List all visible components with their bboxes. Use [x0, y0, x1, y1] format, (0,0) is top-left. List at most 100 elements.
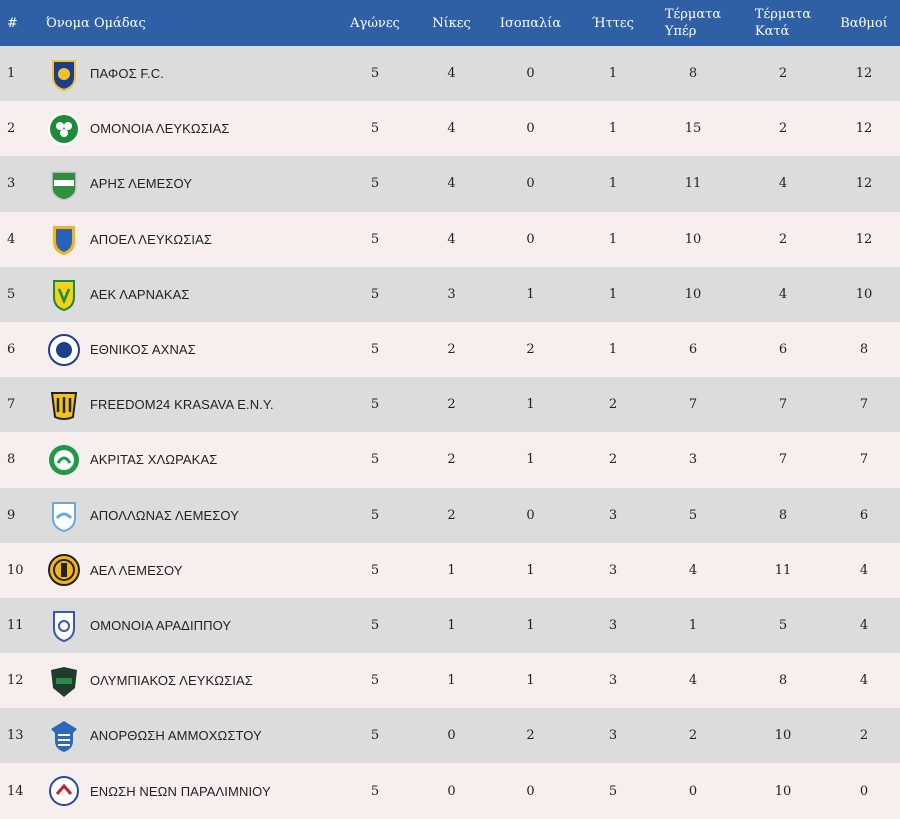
table-row[interactable]: 8 ΑΚΡΙΤΑΣ ΧΛΩΡΑΚΑΣ 5 2 1 2 3 7 7: [0, 432, 900, 488]
points-cell: 4: [859, 562, 869, 578]
team-name[interactable]: ΟΛΥΜΠΙΑΚΟΣ ΛΕΥΚΩΣΙΑΣ: [90, 673, 253, 689]
team-name[interactable]: ΑΕΚ ΛΑΡΝΑΚΑΣ: [90, 286, 190, 302]
table-row[interactable]: 2 ΟΜΟΝΟΙΑ ΛΕΥΚΩΣΙΑΣ 5 4 0 1 15 2 12: [0, 101, 900, 157]
goals-against-cell: 8: [778, 673, 788, 689]
wins-cell: 1: [447, 562, 456, 578]
team-cell[interactable]: ΑΚΡΙΤΑΣ ΧΛΩΡΑΚΑΣ: [38, 432, 330, 487]
table-row[interactable]: 3 ΑΡΗΣ ΛΕΜΕΣΟΥ 5 4 0 1 11 4 12: [0, 156, 900, 212]
position-cell: 6: [7, 342, 16, 358]
goals-for-cell: 3: [688, 452, 698, 468]
header-goals-for[interactable]: Τέρματα Υπέρ: [648, 0, 738, 46]
goals-for-cell: 10: [684, 231, 702, 247]
losses-cell: 1: [608, 342, 618, 358]
team-cell[interactable]: ΑΝΟΡΘΩΣΗ ΑΜΜΟΧΩΣΤΟΥ: [38, 708, 330, 763]
goals-for-cell: 2: [688, 728, 698, 744]
points-cell: 0: [859, 783, 869, 799]
team-name[interactable]: ΑΝΟΡΘΩΣΗ ΑΜΜΟΧΩΣΤΟΥ: [90, 728, 262, 744]
losses-cell: 1: [608, 231, 618, 247]
losses-cell: 3: [608, 562, 618, 578]
team-name[interactable]: ΑΡΗΣ ΛΕΜΕΣΟΥ: [90, 176, 193, 192]
team-cell[interactable]: ΑΕΚ ΛΑΡΝΑΚΑΣ: [38, 267, 330, 322]
team-cell[interactable]: ΠΑΦΟΣ F.C.: [38, 46, 330, 101]
draws-cell: 1: [526, 617, 535, 633]
goals-for-cell: 5: [688, 507, 698, 523]
team-name[interactable]: ΑΠΟΛΛΩΝΑΣ ΛΕΜΕΣΟΥ: [90, 507, 239, 523]
goals-against-cell: 6: [778, 342, 788, 358]
header-position[interactable]: #: [7, 15, 18, 31]
wins-cell: 4: [447, 66, 456, 82]
played-cell: 5: [370, 562, 380, 578]
team-cell[interactable]: ΕΝΩΣΗ ΝΕΩΝ ΠΑΡΑΛΙΜΝΙΟΥ: [38, 763, 330, 818]
team-cell[interactable]: ΟΛΥΜΠΙΑΚΟΣ ΛΕΥΚΩΣΙΑΣ: [38, 653, 330, 708]
team-cell[interactable]: ΑΡΗΣ ΛΕΜΕΣΟΥ: [38, 156, 330, 211]
table-row[interactable]: 6 ΕΘΝΙΚΟΣ ΑΧΝΑΣ 5 2 2 1 6 6 8: [0, 321, 900, 378]
points-cell: 4: [859, 673, 869, 689]
losses-cell: 5: [608, 783, 618, 799]
points-cell: 12: [855, 231, 873, 247]
goals-against-cell: 4: [778, 286, 788, 302]
points-cell: 6: [859, 507, 869, 523]
team-cell[interactable]: ΟΜΟΝΟΙΑ ΑΡΑΔΙΠΠΟΥ: [38, 598, 330, 653]
team-cell[interactable]: ΕΘΝΙΚΟΣ ΑΧΝΑΣ: [38, 322, 330, 377]
team-name[interactable]: ΕΘΝΙΚΟΣ ΑΧΝΑΣ: [90, 342, 196, 358]
header-wins[interactable]: Νίκες: [432, 15, 471, 31]
points-cell: 10: [855, 286, 873, 302]
points-cell: 12: [855, 66, 873, 82]
header-losses[interactable]: Ήττες: [592, 15, 634, 31]
team-name[interactable]: ΑΚΡΙΤΑΣ ΧΛΩΡΑΚΑΣ: [90, 452, 218, 468]
header-team-name[interactable]: Όνομα Ομάδας: [46, 15, 146, 31]
header-goals-for-line2: Υπέρ: [664, 24, 697, 39]
header-goals-against[interactable]: Τέρματα Κατά: [738, 0, 828, 46]
team-name[interactable]: FREEDOM24 KRASAVA E.N.Y.: [90, 397, 274, 413]
team-name[interactable]: ΠΑΦΟΣ F.C.: [90, 66, 164, 82]
anorthosis-crest-icon: [46, 718, 82, 754]
draws-cell: 0: [526, 783, 535, 799]
team-name[interactable]: ΑΕΛ ΛΕΜΕΣΟΥ: [90, 562, 183, 578]
table-row[interactable]: 14 ΕΝΩΣΗ ΝΕΩΝ ΠΑΡΑΛΙΜΝΙΟΥ 5 0 0 5 0 10 0: [0, 763, 900, 819]
table-row[interactable]: 5 ΑΕΚ ΛΑΡΝΑΚΑΣ 5 3 1 1 10 4 10: [0, 266, 900, 322]
header-draws[interactable]: Ισοπαλία: [499, 15, 562, 31]
goals-for-cell: 10: [684, 286, 702, 302]
team-cell[interactable]: FREEDOM24 KRASAVA E.N.Y.: [38, 377, 330, 432]
table-row[interactable]: 7 FREEDOM24 KRASAVA E.N.Y. 5 2 1 2 7 7 7: [0, 377, 900, 433]
played-cell: 5: [370, 452, 380, 468]
played-cell: 5: [370, 507, 380, 523]
wins-cell: 1: [447, 617, 456, 633]
team-cell[interactable]: ΑΠΟΛΛΩΝΑΣ ΛΕΜΕΣΟΥ: [38, 488, 330, 543]
team-cell[interactable]: ΑΕΛ ΛΕΜΕΣΟΥ: [38, 543, 330, 598]
apollon-crest-icon: [46, 497, 82, 533]
header-goals-for-line1: Τέρματα: [664, 7, 722, 22]
team-name[interactable]: ΟΜΟΝΟΙΑ ΛΕΥΚΩΣΙΑΣ: [90, 121, 230, 137]
team-name[interactable]: ΟΜΟΝΟΙΑ ΑΡΑΔΙΠΠΟΥ: [90, 617, 232, 633]
draws-cell: 0: [526, 231, 535, 247]
header-points[interactable]: Βαθμοί: [840, 15, 888, 31]
table-row[interactable]: 10 ΑΕΛ ΛΕΜΕΣΟΥ 5 1 1 3 4 11 4: [0, 542, 900, 598]
table-row[interactable]: 13 ΑΝΟΡΘΩΣΗ ΑΜΜΟΧΩΣΤΟΥ 5 0 2 3 2 10 2: [0, 708, 900, 764]
draws-cell: 1: [526, 673, 535, 689]
table-row[interactable]: 9 ΑΠΟΛΛΩΝΑΣ ΛΕΜΕΣΟΥ 5 2 0 3 5 8 6: [0, 487, 900, 543]
team-cell[interactable]: ΑΠΟΕΛ ΛΕΥΚΩΣΙΑΣ: [38, 212, 330, 267]
team-name[interactable]: ΕΝΩΣΗ ΝΕΩΝ ΠΑΡΑΛΙΜΝΙΟΥ: [90, 783, 271, 799]
position-cell: 13: [7, 728, 24, 744]
goals-against-cell: 7: [778, 452, 788, 468]
position-cell: 5: [7, 286, 16, 302]
position-cell: 12: [7, 673, 24, 689]
points-cell: 7: [859, 452, 869, 468]
ethnikos-crest-icon: [46, 332, 82, 368]
losses-cell: 1: [608, 121, 618, 137]
table-row[interactable]: 12 ΟΛΥΜΠΙΑΚΟΣ ΛΕΥΚΩΣΙΑΣ 5 1 1 3 4 8 4: [0, 653, 900, 709]
team-name[interactable]: ΑΠΟΕΛ ΛΕΥΚΩΣΙΑΣ: [90, 231, 212, 247]
table-row[interactable]: 1 ΠΑΦΟΣ F.C. 5 4 0 1 8 2 12: [0, 46, 900, 102]
table-row[interactable]: 11 ΟΜΟΝΟΙΑ ΑΡΑΔΙΠΠΟΥ 5 1 1 3 1 5 4: [0, 597, 900, 654]
team-cell[interactable]: ΟΜΟΝΟΙΑ ΛΕΥΚΩΣΙΑΣ: [38, 101, 330, 156]
goals-against-cell: 2: [778, 66, 788, 82]
played-cell: 5: [370, 673, 380, 689]
header-played[interactable]: Αγώνες: [350, 15, 400, 31]
position-cell: 2: [7, 121, 16, 137]
goals-for-cell: 8: [688, 66, 698, 82]
losses-cell: 3: [608, 507, 618, 523]
wins-cell: 4: [447, 231, 456, 247]
goals-for-cell: 6: [688, 342, 698, 358]
points-cell: 8: [859, 342, 869, 358]
table-row[interactable]: 4 ΑΠΟΕΛ ΛΕΥΚΩΣΙΑΣ 5 4 0 1 10 2 12: [0, 211, 900, 267]
